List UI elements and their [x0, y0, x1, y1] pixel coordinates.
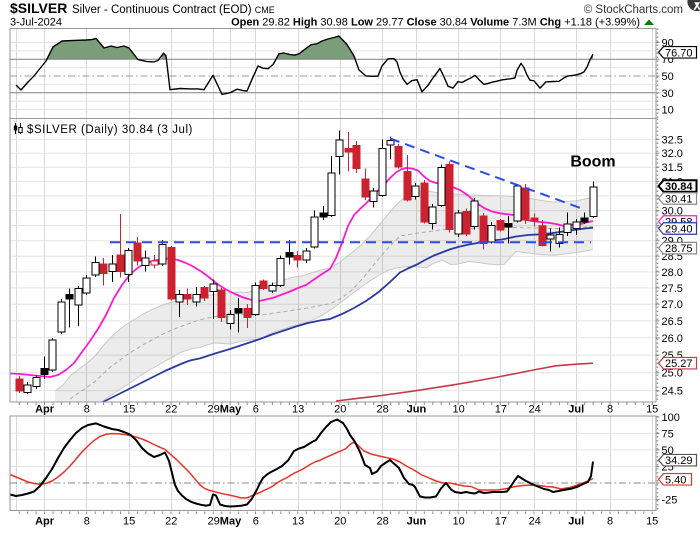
svg-text:13: 13 [292, 516, 304, 528]
svg-text:28.75: 28.75 [665, 243, 693, 255]
svg-text:8: 8 [607, 516, 613, 528]
svg-text:31.5: 31.5 [662, 162, 683, 174]
svg-text:Jun: Jun [407, 516, 427, 528]
svg-text:3-Jul-2024: 3-Jul-2024 [10, 17, 62, 29]
svg-text:24: 24 [529, 516, 541, 528]
svg-text:26.5: 26.5 [662, 316, 683, 328]
svg-text:100: 100 [662, 412, 680, 424]
svg-text:Open 29.82 High 30.98 Low 29.7: Open 29.82 High 30.98 Low 29.77 Close 30… [231, 17, 640, 29]
svg-text:28: 28 [376, 403, 388, 415]
svg-text:70: 70 [662, 54, 674, 66]
svg-text:© StockCharts.com: © StockCharts.com [584, 4, 683, 16]
svg-text:15: 15 [646, 403, 658, 415]
svg-text:8: 8 [84, 516, 90, 528]
svg-text:$SILVER (Daily) 30.84 (3 Jul): $SILVER (Daily) 30.84 (3 Jul) [27, 124, 193, 136]
svg-text:27.5: 27.5 [662, 283, 683, 295]
svg-text:27.0: 27.0 [662, 299, 683, 311]
svg-text:Apr: Apr [35, 516, 55, 528]
svg-text:26.0: 26.0 [662, 333, 683, 345]
svg-text:30.0: 30.0 [662, 206, 683, 218]
svg-text:13: 13 [292, 403, 304, 415]
svg-text:-25: -25 [662, 495, 678, 507]
svg-text:May: May [220, 516, 242, 528]
svg-text:29: 29 [207, 403, 219, 415]
svg-text:32.5: 32.5 [662, 134, 683, 146]
svg-text:Silver - Continuous Contract (: Silver - Continuous Contract (EOD) CME [72, 4, 275, 16]
svg-text:32.0: 32.0 [662, 148, 683, 160]
svg-text:20: 20 [334, 403, 346, 415]
svg-text:29.40: 29.40 [665, 224, 693, 236]
svg-text:15: 15 [123, 516, 135, 528]
svg-text:17: 17 [495, 516, 507, 528]
svg-text:5.40: 5.40 [665, 474, 686, 486]
svg-text:34.29: 34.29 [665, 455, 693, 467]
svg-text:25.27: 25.27 [665, 358, 693, 370]
svg-text:10: 10 [452, 403, 464, 415]
svg-text:Boom: Boom [570, 154, 615, 171]
svg-text:May: May [220, 403, 242, 415]
svg-text:20: 20 [334, 516, 346, 528]
svg-text:30.84: 30.84 [665, 181, 693, 193]
svg-text:17: 17 [495, 403, 507, 415]
svg-text:75: 75 [662, 428, 674, 440]
svg-text:30: 30 [662, 88, 674, 100]
svg-text:28.0: 28.0 [662, 267, 683, 279]
svg-text:$SILVER: $SILVER [10, 0, 67, 16]
svg-text:8: 8 [607, 403, 613, 415]
svg-text:Jul: Jul [568, 516, 584, 528]
svg-text:76.70: 76.70 [665, 47, 693, 59]
svg-text:22: 22 [165, 516, 177, 528]
svg-text:30.41: 30.41 [665, 194, 693, 206]
svg-text:22: 22 [165, 403, 177, 415]
svg-text:15: 15 [646, 516, 658, 528]
svg-text:25.0: 25.0 [662, 368, 683, 380]
svg-text:Jun: Jun [407, 403, 427, 415]
svg-text:15: 15 [123, 403, 135, 415]
svg-text:8: 8 [84, 403, 90, 415]
svg-text:10: 10 [662, 105, 674, 117]
svg-text:24.5: 24.5 [662, 386, 683, 398]
svg-text:10: 10 [452, 516, 464, 528]
svg-text:29: 29 [207, 516, 219, 528]
svg-text:24: 24 [529, 403, 541, 415]
svg-text:6: 6 [253, 516, 259, 528]
svg-text:Jul: Jul [568, 403, 584, 415]
svg-text:28: 28 [376, 516, 388, 528]
svg-text:50: 50 [662, 71, 674, 83]
svg-text:6: 6 [253, 403, 259, 415]
svg-text:Apr: Apr [35, 403, 55, 415]
